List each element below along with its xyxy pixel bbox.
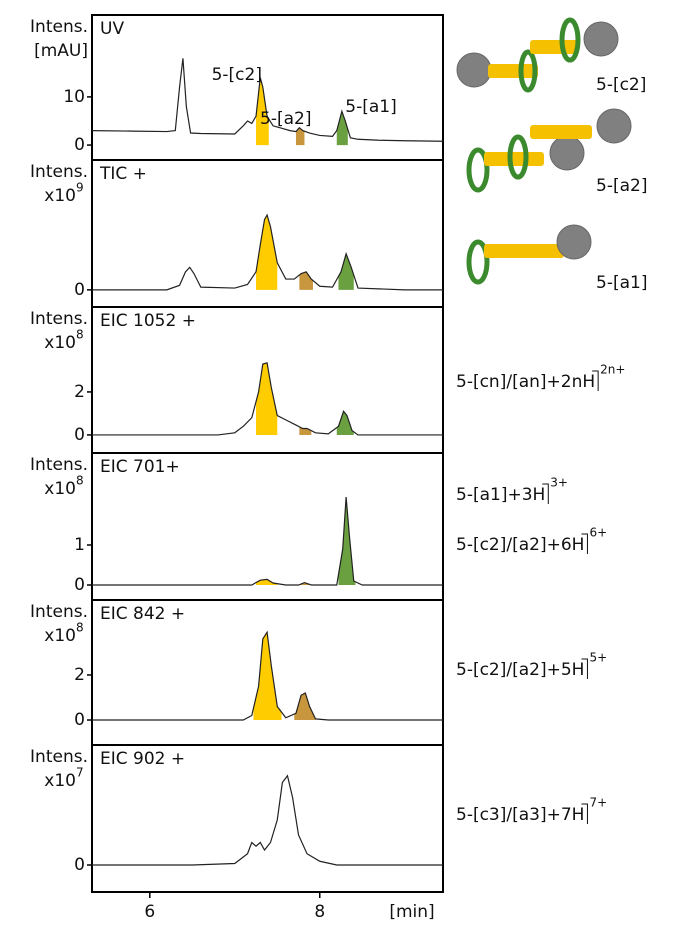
- peak-fill: [295, 127, 305, 146]
- panel-title: EIC 1052 +: [100, 311, 196, 331]
- ion-label: 5-[cn]/[an]+2nH: [456, 372, 595, 392]
- bracket: [592, 370, 599, 391]
- trace: [92, 630, 443, 721]
- axle: [484, 244, 564, 258]
- bead: [456, 52, 492, 88]
- y-unit: x10: [44, 626, 76, 646]
- y-label: Intens.: [30, 747, 88, 767]
- y-tick-label: 0: [74, 135, 85, 155]
- ion-charge: 6+: [589, 526, 607, 540]
- y-label: Intens.: [30, 162, 88, 182]
- peak-annotation: 5-[a1]: [345, 97, 396, 117]
- bead: [549, 135, 585, 171]
- ion-label: 5-[a1]+3H: [456, 485, 545, 505]
- peak-fill: [294, 692, 316, 721]
- molecule-label: 5-[a1]: [596, 273, 647, 293]
- molecule-label: 5-[a2]: [596, 176, 647, 196]
- ring: [466, 239, 490, 285]
- panel-title: EIC 842 +: [100, 604, 185, 624]
- y-tick-label: 0: [74, 425, 85, 445]
- y-tick-label: 0: [74, 710, 85, 730]
- peak-fill: [338, 253, 354, 290]
- ion-charge: 5+: [589, 651, 607, 665]
- axle: [530, 125, 592, 139]
- ion-label: 5-[c2]/[a2]+5H: [456, 660, 584, 680]
- y-label: Intens.: [30, 602, 88, 622]
- y-label: Intens.: [30, 17, 88, 37]
- bead: [583, 21, 619, 57]
- panel-frame: [91, 744, 444, 893]
- y-unit: x10: [44, 479, 76, 499]
- ion-label: 5-[c2]/[a2]+6H: [456, 535, 584, 555]
- y-label: Intens.: [30, 309, 88, 329]
- ion-charge: 7+: [589, 796, 607, 810]
- bead: [596, 108, 632, 144]
- y-unit: x10: [44, 186, 76, 206]
- y-unit-exp: 8: [76, 474, 84, 488]
- trace: [91, 58, 444, 142]
- peak-fill: [336, 111, 348, 146]
- molecule-icons: [456, 17, 632, 285]
- x-tick-label: 6: [144, 902, 155, 922]
- y-unit-exp: 7: [76, 766, 84, 780]
- ring: [466, 147, 490, 193]
- peak-fill: [256, 215, 278, 290]
- peak-fill: [338, 497, 356, 585]
- peak-annotation: 5-[a2]: [260, 109, 311, 129]
- bracket: [581, 658, 588, 679]
- ring: [559, 17, 581, 63]
- y-label: Intens.: [30, 455, 88, 475]
- peak-fill: [336, 411, 354, 435]
- y-tick-label: 0: [74, 575, 85, 595]
- y-tick-label: 2: [74, 665, 85, 685]
- ion-charge: 2n+: [600, 363, 625, 377]
- bracket: [581, 533, 588, 554]
- bracket: [581, 803, 588, 824]
- panel-title: EIC 902 +: [100, 749, 185, 769]
- peak-fill: [256, 77, 269, 146]
- peak-fill: [256, 579, 278, 585]
- peak-annotation: 5-[c2]: [212, 65, 262, 85]
- y-unit: x10: [44, 771, 76, 791]
- trace: [92, 362, 443, 436]
- axle: [488, 64, 538, 78]
- axle: [484, 152, 544, 166]
- ion-charge: 3+: [550, 476, 568, 490]
- ring: [518, 49, 538, 93]
- panel-title: UV: [100, 19, 124, 39]
- trace: [92, 213, 443, 291]
- y-tick-label: 2: [74, 382, 85, 402]
- trace: [92, 496, 443, 586]
- peak-fill: [299, 271, 313, 290]
- x-label: [min]: [389, 902, 434, 922]
- bead: [556, 224, 592, 260]
- y-unit: x10: [44, 333, 76, 353]
- ion-label: 5-[c3]/[a3]+7H: [456, 805, 584, 825]
- ring: [507, 134, 529, 180]
- y-tick-label: 10: [63, 87, 85, 107]
- y-tick-label: 0: [74, 855, 85, 875]
- y-tick-label: 1: [74, 535, 85, 555]
- y-tick-label: 0: [74, 280, 85, 300]
- y-unit-exp: 8: [76, 328, 84, 342]
- x-tick-label: 8: [314, 902, 325, 922]
- molecule-label: 5-[c2]: [596, 75, 646, 95]
- panel-title: TIC +: [99, 164, 147, 184]
- trace: [92, 774, 443, 866]
- panel-title: EIC 701+: [100, 457, 180, 477]
- y-unit: [mAU]: [34, 41, 88, 61]
- peak-fill: [256, 362, 278, 435]
- peak-fill: [253, 632, 282, 721]
- y-unit-exp: 9: [76, 181, 84, 195]
- y-unit-exp: 8: [76, 621, 84, 635]
- axle: [530, 40, 578, 54]
- bracket: [542, 483, 549, 504]
